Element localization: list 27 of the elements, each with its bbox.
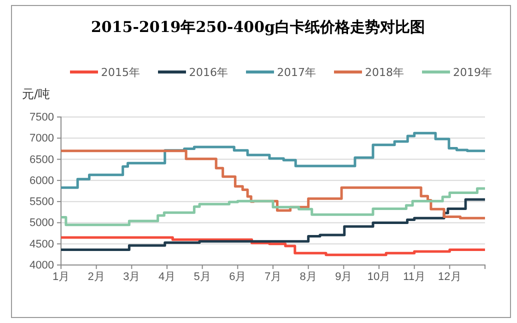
legend-label: 2016年 (189, 66, 228, 79)
y-tick-label: 6000 (30, 174, 54, 187)
y-tick-label: 7000 (30, 132, 54, 145)
y-tick-label: 7500 (30, 112, 54, 124)
y-axis-title: 元/吨 (22, 87, 50, 101)
legend-label: 2017年 (277, 66, 316, 79)
x-tick-label: 2月 (88, 270, 105, 283)
x-tick-label: 5月 (194, 270, 211, 283)
x-tick-label: 3月 (123, 270, 140, 283)
x-tick-label: 9月 (335, 270, 352, 283)
x-tick-label: 11月 (403, 270, 426, 283)
x-tick-label: 1月 (52, 270, 70, 283)
chart-title: 2015-2019年250-400g白卡纸价格走势对比图 (90, 18, 426, 36)
y-tick-label: 5000 (30, 217, 54, 230)
legend-label: 2018年 (365, 66, 404, 79)
y-tick-label: 6500 (30, 154, 54, 166)
x-tick-label: 12月 (438, 270, 462, 283)
y-tick-label: 5500 (30, 196, 54, 208)
y-tick-label: 4000 (30, 260, 54, 272)
x-tick-label: 6月 (229, 270, 246, 283)
y-tick-label: 4500 (30, 238, 54, 250)
legend-label: 2015年 (101, 66, 140, 79)
x-tick-label: 7月 (264, 270, 282, 283)
x-tick-label: 4月 (158, 270, 176, 283)
x-tick-label: 10月 (367, 270, 391, 283)
x-tick-label: 8月 (300, 270, 317, 283)
legend-label: 2019年 (453, 66, 492, 79)
